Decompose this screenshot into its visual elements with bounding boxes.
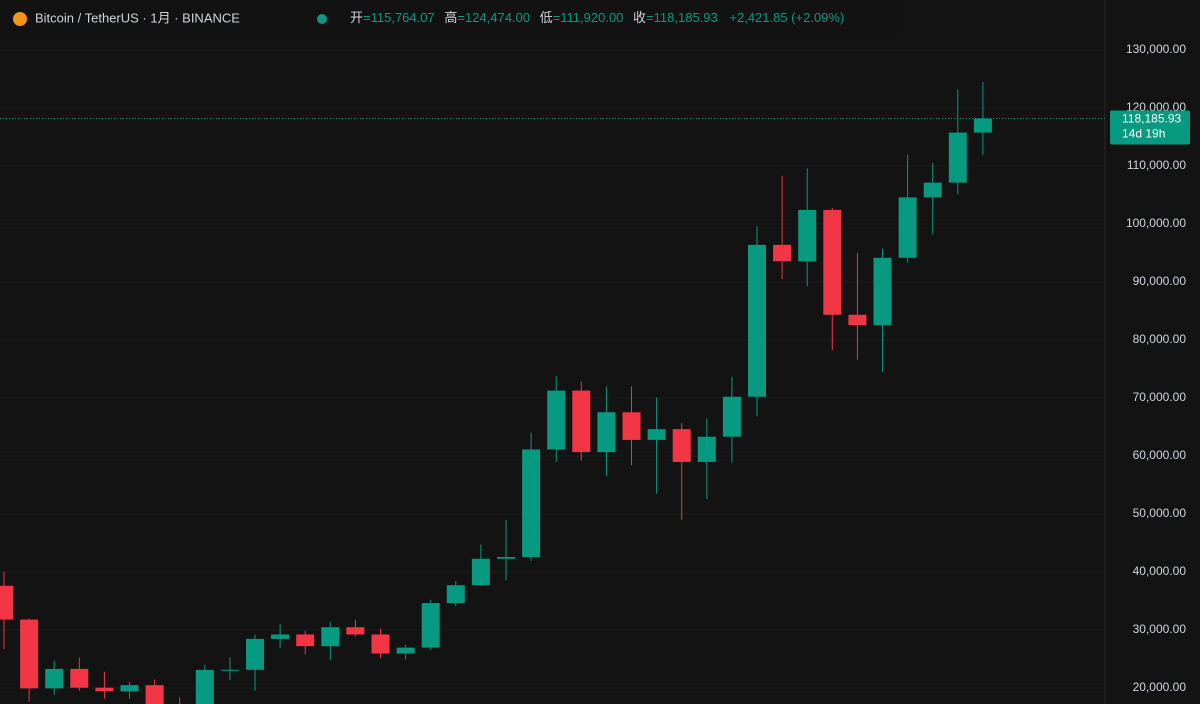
body [647, 429, 666, 440]
y-tick-label: 20,000.00 [1133, 680, 1187, 694]
high-value: 124,474.00 [465, 10, 530, 25]
body [672, 429, 691, 462]
y-tick-label: 80,000.00 [1133, 332, 1187, 346]
ohlc: 开=115,764.07 高=124,474.00 低=111,920.00 收… [350, 10, 844, 25]
body [321, 627, 340, 647]
close-value: 118,185.93 [654, 10, 718, 25]
close-value: = [646, 10, 654, 25]
open-value: 115,764.07 [371, 10, 435, 25]
change: +2,421.85 (+2.09%) [729, 10, 844, 25]
candles [0, 82, 992, 704]
body [95, 687, 114, 692]
low-value: 111,920.00 [560, 10, 623, 25]
body [722, 396, 741, 437]
body [195, 669, 214, 704]
body [798, 209, 817, 262]
body [898, 197, 917, 258]
body [220, 669, 239, 671]
price-tag-value: 118,185.93 [1122, 112, 1181, 126]
body [271, 634, 290, 639]
y-tick-label: 40,000.00 [1133, 564, 1187, 578]
low-value: = [553, 10, 561, 25]
body [572, 390, 591, 453]
body [20, 619, 39, 689]
y-tick-label: 30,000.00 [1133, 622, 1187, 636]
body [823, 209, 842, 315]
body [773, 244, 792, 262]
price-tag [1110, 110, 1190, 145]
body [0, 585, 13, 620]
coin-icon [13, 12, 27, 26]
body [848, 314, 867, 326]
low-label: 低 [540, 10, 553, 25]
body [547, 390, 566, 450]
body [948, 132, 967, 183]
body [120, 685, 139, 692]
body [973, 118, 992, 133]
body [145, 685, 164, 704]
body [396, 647, 415, 654]
high-label: 高 [444, 10, 457, 25]
header-bg [0, 0, 900, 36]
high-value: = [457, 10, 465, 25]
symbol: Bitcoin / TetherUS · 1月 · BINANCE [35, 10, 240, 25]
body [346, 627, 365, 635]
body [296, 634, 315, 647]
y-tick-label: 70,000.00 [1133, 390, 1187, 404]
body [497, 557, 515, 559]
body [622, 412, 641, 440]
body [45, 668, 64, 689]
close-label: 收 [633, 10, 646, 25]
body [421, 603, 440, 648]
body [748, 244, 766, 397]
status-dot [317, 14, 327, 24]
y-tick-label: 90,000.00 [1133, 274, 1187, 288]
y-tick-label: 130,000.00 [1126, 42, 1186, 56]
body [697, 436, 716, 462]
body [923, 182, 942, 198]
open-value: = [363, 10, 371, 25]
open-label: 开 [350, 10, 363, 25]
body [522, 449, 541, 558]
body [873, 257, 892, 326]
countdown: 14d 19h [1122, 127, 1165, 141]
y-tick-label: 110,000.00 [1127, 158, 1186, 172]
body [471, 558, 490, 586]
body [371, 634, 390, 654]
body [70, 668, 89, 688]
y-tick-label: 50,000.00 [1133, 506, 1187, 520]
body [446, 585, 465, 604]
body [597, 412, 616, 453]
y-tick-label: 60,000.00 [1133, 448, 1187, 462]
body [246, 638, 264, 670]
y-tick-label: 100,000.00 [1126, 216, 1186, 230]
